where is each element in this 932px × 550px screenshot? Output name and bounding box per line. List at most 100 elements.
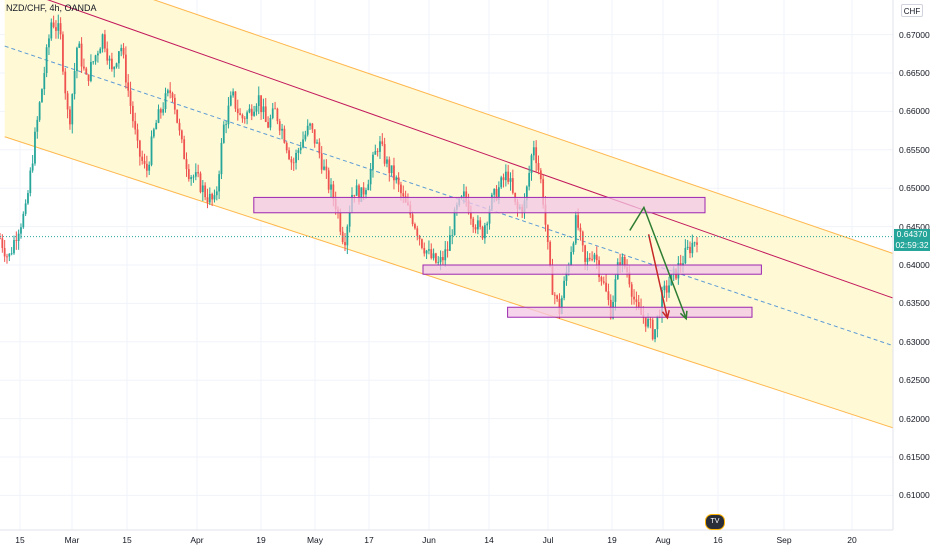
candle-body	[442, 257, 444, 261]
x-tick-label: May	[306, 535, 324, 545]
candle-body	[325, 166, 328, 171]
candle-body	[69, 109, 71, 125]
candle-body	[101, 34, 104, 49]
candle-body	[446, 249, 449, 251]
candle-body	[278, 121, 281, 131]
candle-body	[157, 109, 160, 123]
y-tick-label: 0.67000	[899, 29, 930, 40]
candle-body	[276, 108, 279, 122]
candle-body	[260, 95, 262, 113]
projection-arrows	[629, 205, 688, 321]
candle-body	[560, 298, 563, 314]
candle-body	[48, 38, 50, 48]
candle-body	[87, 74, 90, 81]
candle-body	[171, 93, 174, 98]
candle-body	[428, 249, 430, 251]
candle-body	[435, 253, 437, 263]
candle-body	[651, 319, 654, 340]
candle-body	[588, 257, 591, 260]
y-tick-label: 0.64500	[899, 221, 930, 232]
green-arrow-head	[679, 310, 688, 321]
candle-body	[549, 241, 552, 267]
support-zone-rect	[507, 306, 753, 318]
channel-fill	[4, 0, 893, 428]
candle-body	[376, 151, 379, 152]
candle-body	[472, 218, 475, 228]
candle-body	[362, 187, 365, 195]
candle-body	[379, 141, 381, 152]
candle-body	[304, 134, 307, 140]
candle-body	[246, 112, 248, 119]
candle-body	[262, 106, 265, 113]
candle-body	[211, 193, 214, 200]
candle-body	[0, 238, 1, 239]
candle-body	[542, 179, 545, 205]
candle-body	[360, 187, 363, 202]
candle-body	[605, 282, 607, 292]
x-tick-label: 17	[364, 535, 374, 545]
candle-body	[318, 142, 321, 154]
candle-body	[327, 170, 330, 190]
candle-body	[451, 235, 454, 236]
candle-body	[185, 159, 188, 170]
candle-body	[386, 159, 388, 164]
candle-body	[183, 139, 186, 160]
candle-body	[38, 102, 41, 120]
candle-body	[574, 215, 577, 244]
candle-body	[633, 296, 635, 300]
candle-body	[295, 152, 297, 163]
resistance-trendline	[46, 0, 894, 299]
candle-body	[425, 250, 428, 254]
candle-body	[397, 177, 400, 185]
candle-body	[152, 129, 155, 137]
candle-body	[90, 62, 92, 81]
candle-body	[250, 108, 253, 116]
candle-body	[619, 262, 621, 265]
candle-body	[511, 178, 514, 193]
support-zones	[253, 196, 762, 318]
candle-body	[248, 108, 251, 113]
candle-body	[283, 128, 286, 143]
candle-body	[663, 285, 666, 291]
candle-body	[166, 90, 169, 94]
candle-body	[169, 90, 172, 94]
candle-body	[208, 193, 211, 203]
candle-body	[73, 70, 76, 95]
price-channel	[4, 0, 894, 429]
candle-body	[76, 47, 78, 71]
candle-body	[80, 43, 83, 67]
candle-body	[106, 48, 109, 61]
red-arrow-head	[661, 310, 670, 320]
candle-body	[162, 109, 165, 113]
candle-body	[372, 154, 374, 170]
candle-body	[614, 279, 617, 302]
candle-body	[22, 213, 25, 228]
candle-body	[136, 129, 139, 141]
candle-body	[176, 109, 179, 123]
x-tick-label: Jun	[422, 535, 436, 545]
candle-body	[423, 247, 426, 254]
candle-body	[309, 123, 311, 126]
candle-body	[525, 186, 528, 201]
candle-body	[621, 256, 624, 265]
tradingview-logo-icon[interactable]: TV	[705, 514, 725, 530]
candle-body	[539, 170, 542, 180]
candle-body	[267, 121, 269, 128]
candle-body	[693, 242, 696, 244]
candle-body	[94, 55, 97, 62]
candle-body	[1, 238, 4, 249]
candle-body	[57, 23, 60, 31]
candle-body	[553, 294, 556, 296]
green-arrow-path	[629, 205, 687, 320]
currency-badge[interactable]: CHF	[901, 4, 923, 17]
candle-body	[302, 139, 304, 148]
candle-body	[253, 111, 255, 116]
candle-body	[488, 209, 491, 224]
candle-body	[689, 246, 691, 254]
candle-body	[15, 240, 18, 241]
candle-body	[41, 89, 43, 103]
candle-body	[444, 249, 447, 261]
symbol-title[interactable]: NZD/CHF, 4h, OANDA	[6, 3, 97, 13]
candle-body	[535, 147, 538, 164]
